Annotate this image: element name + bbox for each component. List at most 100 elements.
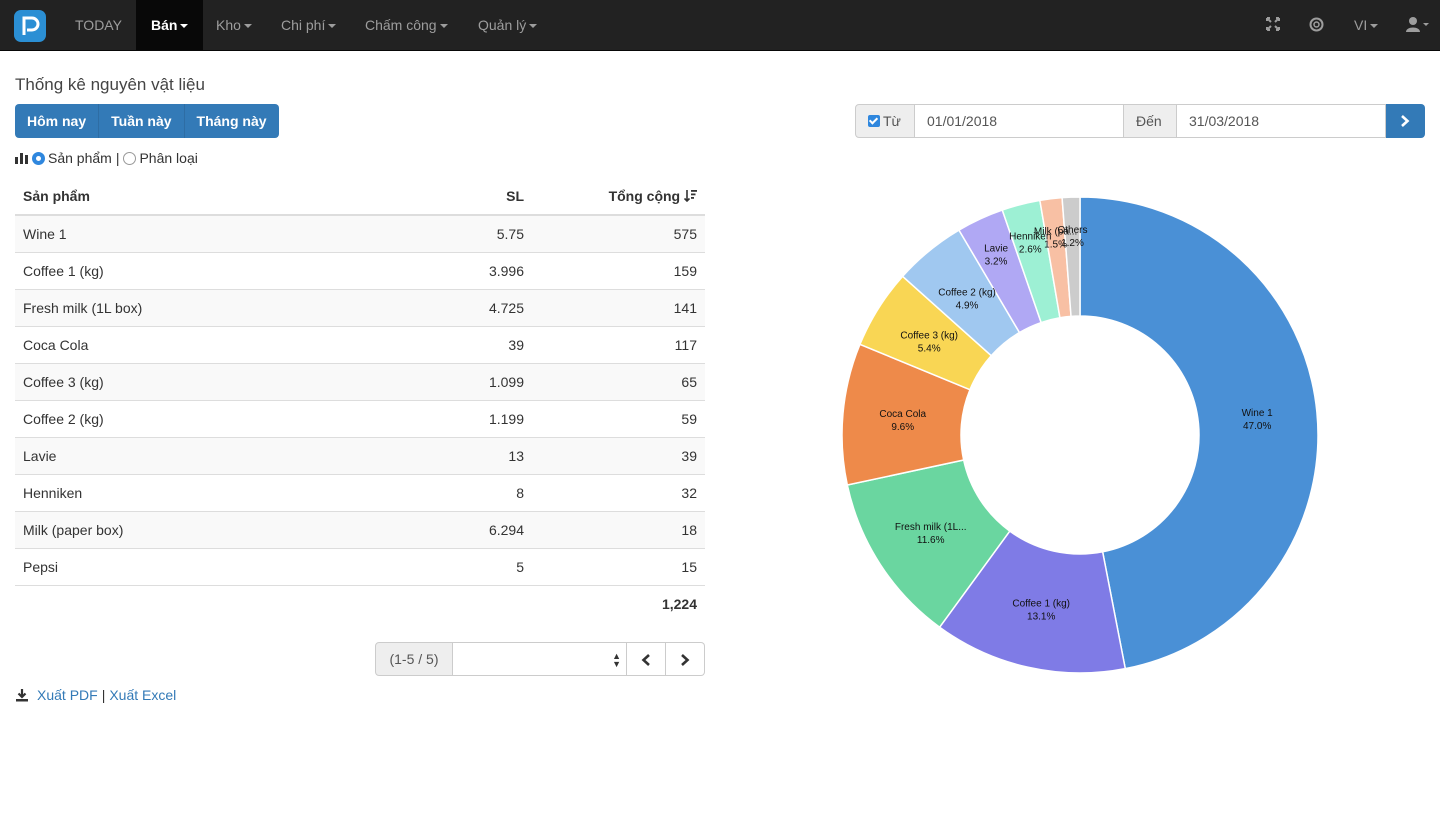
this-month-button[interactable]: Tháng này [184,104,279,138]
caret-down-icon [439,24,448,29]
cell-qty: 1.199 [372,399,532,437]
donut-slice[interactable] [1079,196,1319,670]
table-row[interactable]: Coffee 3 (kg) 1.099 65 [15,362,705,400]
this-week-button[interactable]: Tuần này [99,104,185,138]
header-qty[interactable]: SL [372,177,532,216]
cell-qty: 13 [372,436,532,474]
pagination: (1-5 / 5) ▲ ▼ [375,642,705,676]
cell-total: 59 [532,399,705,437]
table-row[interactable]: Lavie 13 39 [15,436,705,474]
donut-slice[interactable] [1061,196,1081,318]
select-arrows-icon: ▲ ▼ [612,651,621,669]
from-checkbox-addon[interactable]: Từ [855,104,915,138]
caret-down-icon [328,24,337,29]
caret-down-icon [1370,24,1379,29]
nav-expenses[interactable]: Chi phí [266,0,351,50]
export-separator: | [101,687,106,703]
table-total-row: 1,224 [15,584,705,622]
cell-product: Fresh milk (1L box) [15,288,372,326]
table-row[interactable]: Coffee 1 (kg) 3.996 159 [15,251,705,289]
from-label: Từ [883,113,901,129]
donut-slice[interactable] [938,530,1127,674]
cell-qty: 39 [372,325,532,363]
top-navbar: TODAY Bán Kho Chi phí Chấm công Quản lý … [0,0,1440,51]
slice-label: Others [1057,225,1087,236]
cell-product: Henniken [15,473,372,511]
slice-value-label: 13.1% [1027,612,1055,623]
table-row[interactable]: Coca Cola 39 117 [15,325,705,363]
cell-qty: 5.75 [372,214,532,252]
table-row[interactable]: Wine 1 5.75 575 [15,214,705,252]
language-dropdown[interactable]: VI [1339,0,1393,50]
nav-today[interactable]: TODAY [75,17,122,33]
cell-total: 18 [532,510,705,548]
export-links: Xuất PDF | Xuất Excel [15,687,176,703]
cell-total: 159 [532,251,705,289]
pagination-info: (1-5 / 5) [375,642,453,676]
cell-total: 39 [532,436,705,474]
nav-management[interactable]: Quản lý [463,0,552,50]
radio-product[interactable] [32,151,45,165]
header-total[interactable]: Tổng cộng [532,177,705,216]
cell-qty: 6.294 [372,510,532,548]
cell-total: 65 [532,362,705,400]
slice-value-label: 47.0% [1243,421,1271,432]
today-button[interactable]: Hôm nay [15,104,100,138]
export-pdf-link[interactable]: Xuất PDF [37,687,98,703]
nav-sales[interactable]: Bán [136,0,204,50]
from-date-input[interactable]: 01/01/2018 [915,104,1124,138]
cell-total: 575 [532,214,705,252]
cell-product: Pepsi [15,547,372,585]
table-row[interactable]: Henniken 8 32 [15,473,705,511]
header-total-label: Tổng cộng [608,187,681,204]
cell-product: Coffee 3 (kg) [15,362,372,400]
radio-category[interactable] [123,151,137,165]
page-title: Thống kê nguyên vật liệu [15,75,205,94]
apply-filter-button[interactable] [1386,104,1425,138]
group-by-selector: Sản phẩm | Phân loại [15,150,198,166]
cell-total: 117 [532,325,705,363]
header-product[interactable]: Sản phẩm [15,177,372,216]
cell-product: Coca Cola [15,325,372,363]
period-button-group: Hôm nay Tuần này Tháng này [15,104,279,138]
cell-qty: 5 [372,547,532,585]
cell-product: Wine 1 [15,214,372,252]
chevron-right-icon [681,654,690,666]
page-select[interactable]: ▲ ▼ [453,642,627,676]
download-icon [16,689,28,702]
cell-qty: 1.099 [372,362,532,400]
nav-inventory[interactable]: Kho [201,0,267,50]
table-row[interactable]: Coffee 2 (kg) 1.199 59 [15,399,705,437]
bar-chart-icon[interactable] [15,152,28,164]
slice-value-label: 2.6% [1019,244,1042,255]
radio-product-label: Sản phẩm [48,150,112,166]
cell-product: Coffee 2 (kg) [15,399,372,437]
next-page-button[interactable] [666,642,705,676]
cell-product: Coffee 1 (kg) [15,251,372,289]
radio-category-label: Phân loại [139,150,198,166]
export-excel-link[interactable]: Xuất Excel [109,687,177,703]
nav-timekeeping[interactable]: Chấm công [350,0,463,50]
support-icon[interactable] [1309,17,1324,35]
table-row[interactable]: Milk (paper box) 6.294 18 [15,510,705,548]
cell-qty: 3.996 [372,251,532,289]
cell-product: Lavie [15,436,372,474]
from-checkbox[interactable] [868,115,880,128]
logo-icon[interactable] [14,10,46,42]
slice-label: Coffee 1 (kg) [1012,599,1070,610]
cell-qty: 8 [372,473,532,511]
caret-down-icon [243,24,252,29]
to-label: Đến [1124,104,1176,138]
slice-label: Coffee 3 (kg) [900,330,958,341]
cell-total: 15 [532,547,705,585]
table-row[interactable]: Fresh milk (1L box) 4.725 141 [15,288,705,326]
slice-label: Coffee 2 (kg) [938,287,996,298]
user-icon[interactable] [1406,16,1430,35]
to-date-input[interactable]: 31/03/2018 [1176,104,1386,138]
slice-value-label: 11.6% [917,535,945,546]
slice-value-label: 3.2% [985,256,1008,267]
slice-value-label: 4.9% [956,300,979,311]
prev-page-button[interactable] [627,642,666,676]
table-row[interactable]: Pepsi 5 15 [15,547,705,585]
fullscreen-icon[interactable] [1266,17,1280,34]
